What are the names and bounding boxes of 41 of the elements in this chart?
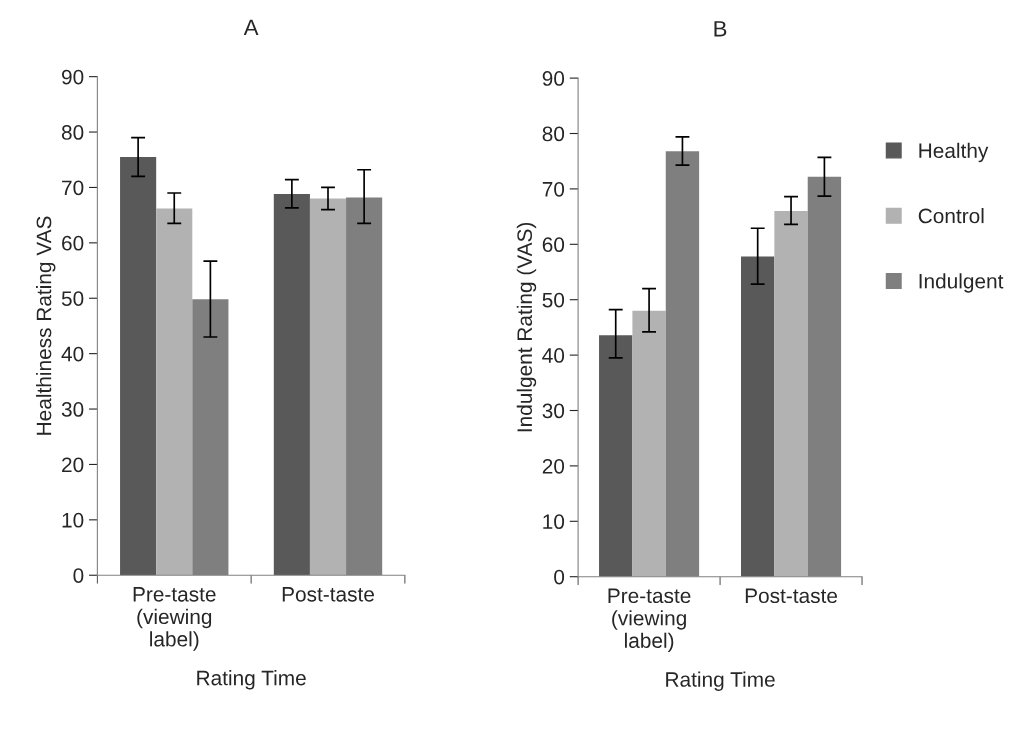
y-tick-label: 30 [61,402,84,417]
y-tick-label: 0 [73,568,84,583]
bar [774,211,808,577]
bar [309,198,347,576]
bar [156,208,193,576]
x-tick-label: Post-taste [282,587,374,602]
bar [120,156,157,576]
y-tick-label: 60 [62,235,84,251]
y-tick-label: 40 [61,346,84,362]
y-tick-label: 40 [542,348,565,363]
legend-label: Control [918,208,984,224]
x-axis-title: Rating Time [197,670,306,690]
y-tick-label: 30 [542,403,565,419]
y-axis-title: Indulgent Rating (VAS) [516,222,537,432]
y-tick-label: 0 [554,569,565,585]
chart-title: A [243,19,259,35]
y-tick-label: 50 [61,291,84,306]
x-axis-title: Rating Time [666,671,775,691]
y-tick-label: 90 [61,69,84,85]
x-tick-label: Post-taste [745,588,838,604]
y-tick-label: 50 [542,292,565,308]
chart-title: B [714,21,727,37]
y-tick-label: 70 [62,180,84,196]
y-tick-label: 20 [542,458,565,474]
legend-label: Indulgent [919,273,1004,293]
y-tick-label: 80 [542,126,565,142]
bar [632,310,666,577]
bar [741,256,775,577]
bar [599,335,633,577]
y-tick-label: 10 [62,512,84,528]
legend-label: Healthy [919,142,989,163]
bar [273,194,310,576]
y-tick-label: 10 [543,514,565,530]
x-tick-label: Pre-taste (viewing label) [133,587,216,651]
y-tick-label: 60 [542,237,565,253]
y-tick-label: 20 [62,457,84,473]
y-tick-label: 70 [542,181,565,197]
y-tick-label: 90 [542,71,565,86]
y-tick-label: 80 [61,125,84,140]
x-tick-label: Pre-taste (viewing label) [608,588,691,653]
y-axis-title: Healthiness Rating VAS [36,216,56,435]
